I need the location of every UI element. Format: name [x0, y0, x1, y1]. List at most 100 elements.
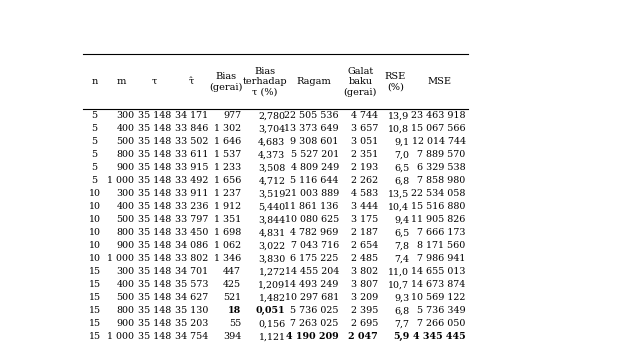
- Text: 15: 15: [89, 267, 101, 276]
- Text: 4,831: 4,831: [258, 228, 286, 237]
- Text: 4 809 249: 4 809 249: [291, 163, 339, 172]
- Text: 1 537: 1 537: [214, 150, 241, 159]
- Text: 10: 10: [89, 190, 101, 199]
- Text: 7 266 050: 7 266 050: [417, 319, 465, 328]
- Text: 300: 300: [116, 111, 134, 120]
- Text: 35 148: 35 148: [138, 254, 171, 264]
- Text: 6,8: 6,8: [394, 176, 410, 185]
- Text: 9,3: 9,3: [394, 293, 410, 302]
- Text: 6,5: 6,5: [394, 163, 410, 172]
- Text: 0,156: 0,156: [258, 319, 286, 328]
- Text: 500: 500: [116, 293, 134, 302]
- Text: 800: 800: [116, 228, 134, 237]
- Text: 3,508: 3,508: [258, 163, 286, 172]
- Text: 35 148: 35 148: [138, 137, 171, 146]
- Text: 0,051: 0,051: [256, 306, 286, 315]
- Text: 33 797: 33 797: [175, 215, 209, 224]
- Text: 33 911: 33 911: [175, 190, 209, 199]
- Text: 521: 521: [223, 293, 241, 302]
- Text: 7 986 941: 7 986 941: [417, 254, 465, 264]
- Text: 14 655 013: 14 655 013: [411, 267, 465, 276]
- Text: 15: 15: [89, 306, 101, 315]
- Text: 2 187: 2 187: [351, 228, 378, 237]
- Text: 2 047: 2 047: [349, 332, 378, 341]
- Text: 5 736 025: 5 736 025: [290, 306, 339, 315]
- Text: 7 043 716: 7 043 716: [291, 241, 339, 250]
- Text: 6,5: 6,5: [394, 228, 410, 237]
- Text: 22 505 536: 22 505 536: [284, 111, 339, 120]
- Text: 10: 10: [89, 254, 101, 264]
- Text: 300: 300: [116, 190, 134, 199]
- Text: 33 915: 33 915: [175, 163, 209, 172]
- Text: 900: 900: [116, 319, 134, 328]
- Text: 6,8: 6,8: [394, 306, 410, 315]
- Text: 1 233: 1 233: [214, 163, 241, 172]
- Text: 35 148: 35 148: [138, 190, 171, 199]
- Text: 14 673 874: 14 673 874: [412, 280, 465, 289]
- Text: 2 351: 2 351: [351, 150, 378, 159]
- Text: 4 744: 4 744: [351, 111, 378, 120]
- Text: 6 175 225: 6 175 225: [290, 254, 339, 264]
- Text: 11,0: 11,0: [388, 267, 410, 276]
- Text: 35 148: 35 148: [138, 202, 171, 211]
- Text: 1 237: 1 237: [214, 190, 241, 199]
- Text: 34 171: 34 171: [175, 111, 209, 120]
- Text: 5: 5: [92, 137, 98, 146]
- Text: 2 485: 2 485: [351, 254, 378, 264]
- Text: 300: 300: [116, 267, 134, 276]
- Text: 5: 5: [92, 163, 98, 172]
- Text: 1,482: 1,482: [259, 293, 286, 302]
- Text: 35 148: 35 148: [138, 150, 171, 159]
- Text: 3,519: 3,519: [258, 190, 286, 199]
- Text: 35 148: 35 148: [138, 332, 171, 341]
- Text: 3 209: 3 209: [351, 293, 378, 302]
- Text: 2 654: 2 654: [351, 241, 378, 250]
- Text: 394: 394: [223, 332, 241, 341]
- Text: 2 262: 2 262: [351, 176, 378, 185]
- Text: 3,830: 3,830: [258, 254, 286, 264]
- Text: 21 003 889: 21 003 889: [284, 190, 339, 199]
- Text: 13,5: 13,5: [388, 190, 410, 199]
- Text: 10: 10: [89, 202, 101, 211]
- Text: 15: 15: [89, 280, 101, 289]
- Text: 10: 10: [89, 215, 101, 224]
- Text: 4,712: 4,712: [259, 176, 286, 185]
- Text: 800: 800: [116, 306, 134, 315]
- Text: n: n: [92, 77, 98, 86]
- Text: 6 329 538: 6 329 538: [417, 163, 465, 172]
- Text: 3,844: 3,844: [258, 215, 286, 224]
- Text: 7 889 570: 7 889 570: [417, 150, 465, 159]
- Text: 35 573: 35 573: [175, 280, 209, 289]
- Text: 35 148: 35 148: [138, 125, 171, 134]
- Text: 1,121: 1,121: [259, 332, 286, 341]
- Text: 2,780: 2,780: [259, 111, 286, 120]
- Text: 5: 5: [92, 150, 98, 159]
- Text: 1,209: 1,209: [258, 280, 286, 289]
- Text: Galat
baku
(gerai): Galat baku (gerai): [343, 67, 377, 97]
- Text: 35 130: 35 130: [175, 306, 209, 315]
- Text: 977: 977: [223, 111, 241, 120]
- Text: 5 527 201: 5 527 201: [291, 150, 339, 159]
- Text: 33 236: 33 236: [175, 202, 209, 211]
- Text: 4 583: 4 583: [351, 190, 378, 199]
- Text: 900: 900: [116, 163, 134, 172]
- Text: 10,7: 10,7: [388, 280, 410, 289]
- Text: 11 861 136: 11 861 136: [284, 202, 339, 211]
- Text: 500: 500: [116, 215, 134, 224]
- Text: 33 502: 33 502: [175, 137, 209, 146]
- Text: 5 116 644: 5 116 644: [290, 176, 339, 185]
- Text: 3 051: 3 051: [351, 137, 378, 146]
- Text: 1 000: 1 000: [107, 332, 134, 341]
- Text: 400: 400: [116, 125, 134, 134]
- Text: 3,704: 3,704: [258, 125, 286, 134]
- Text: 33 450: 33 450: [175, 228, 209, 237]
- Text: 3,022: 3,022: [258, 241, 286, 250]
- Text: 10 080 625: 10 080 625: [284, 215, 339, 224]
- Text: 55: 55: [229, 319, 241, 328]
- Text: 1 912: 1 912: [214, 202, 241, 211]
- Text: 9 308 601: 9 308 601: [290, 137, 339, 146]
- Text: 4 190 209: 4 190 209: [286, 332, 339, 341]
- Text: 33 611: 33 611: [175, 150, 209, 159]
- Text: 4,373: 4,373: [258, 150, 286, 159]
- Text: 3 175: 3 175: [351, 215, 378, 224]
